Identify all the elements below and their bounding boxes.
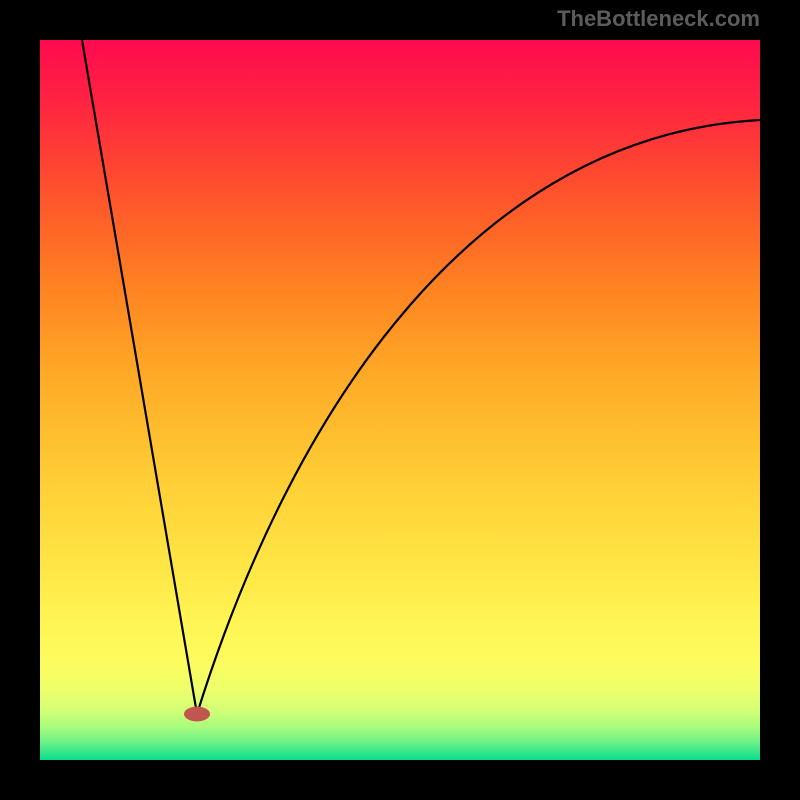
plot-area [40, 40, 760, 760]
curve-path [82, 40, 760, 714]
chart-container: TheBottleneck.com [0, 0, 800, 800]
bottleneck-curve [40, 40, 760, 760]
watermark-text: TheBottleneck.com [557, 6, 760, 32]
